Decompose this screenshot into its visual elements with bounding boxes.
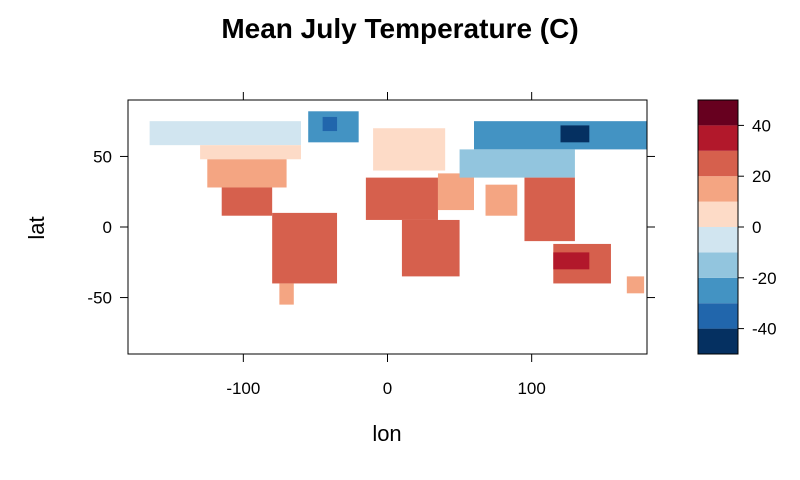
plot-area <box>149 111 647 305</box>
x-tick-label: 100 <box>517 379 545 398</box>
heatmap-cell <box>207 159 287 188</box>
legend-swatch <box>698 328 738 354</box>
y-axis-title: lat <box>24 216 49 239</box>
legend-tick-label: 40 <box>752 116 771 135</box>
heatmap-cell <box>560 125 590 143</box>
x-axis-title: lon <box>372 421 401 446</box>
legend-tick-label: -20 <box>752 269 777 288</box>
axes: -100 0 100 -50 0 50 <box>87 92 655 398</box>
x-tick-label: -100 <box>226 379 260 398</box>
chart-title: Mean July Temperature (C) <box>221 13 578 44</box>
y-tick-label: -50 <box>87 289 112 308</box>
y-tick-label: 0 <box>103 218 112 237</box>
x-tick-label: 0 <box>383 379 392 398</box>
heatmap-cell <box>373 128 446 171</box>
legend-swatch <box>698 176 738 202</box>
legend-swatch <box>698 100 738 126</box>
legend-tick-label: 0 <box>752 218 761 237</box>
heatmap-cell <box>401 219 460 277</box>
legend-swatch <box>698 227 738 253</box>
legend-swatch <box>698 150 738 177</box>
heatmap-cell <box>272 212 338 284</box>
heatmap-cell <box>485 184 518 216</box>
heatmap-cell <box>149 121 301 146</box>
heatmap-cell <box>365 177 438 220</box>
heatmap-cell <box>322 116 338 132</box>
heatmap-cell <box>626 276 645 294</box>
heatmap-cell <box>437 173 474 211</box>
legend-swatch <box>698 303 738 329</box>
legend: -40 -20 0 20 40 <box>697 99 777 355</box>
legend-tick-label: -40 <box>752 320 777 339</box>
heatmap-cell <box>553 252 590 270</box>
heatmap-cell <box>200 145 301 160</box>
legend-swatch <box>698 277 738 304</box>
heatmap-cell <box>459 149 575 178</box>
legend-swatch <box>698 125 738 151</box>
legend-swatch <box>698 201 738 227</box>
heatmap-cell <box>524 177 575 242</box>
y-tick-label: 50 <box>93 147 112 166</box>
heatmap-cell <box>279 283 294 305</box>
legend-swatch <box>698 252 738 278</box>
legend-tick-label: 20 <box>752 167 771 186</box>
heatmap-cell <box>221 187 273 216</box>
